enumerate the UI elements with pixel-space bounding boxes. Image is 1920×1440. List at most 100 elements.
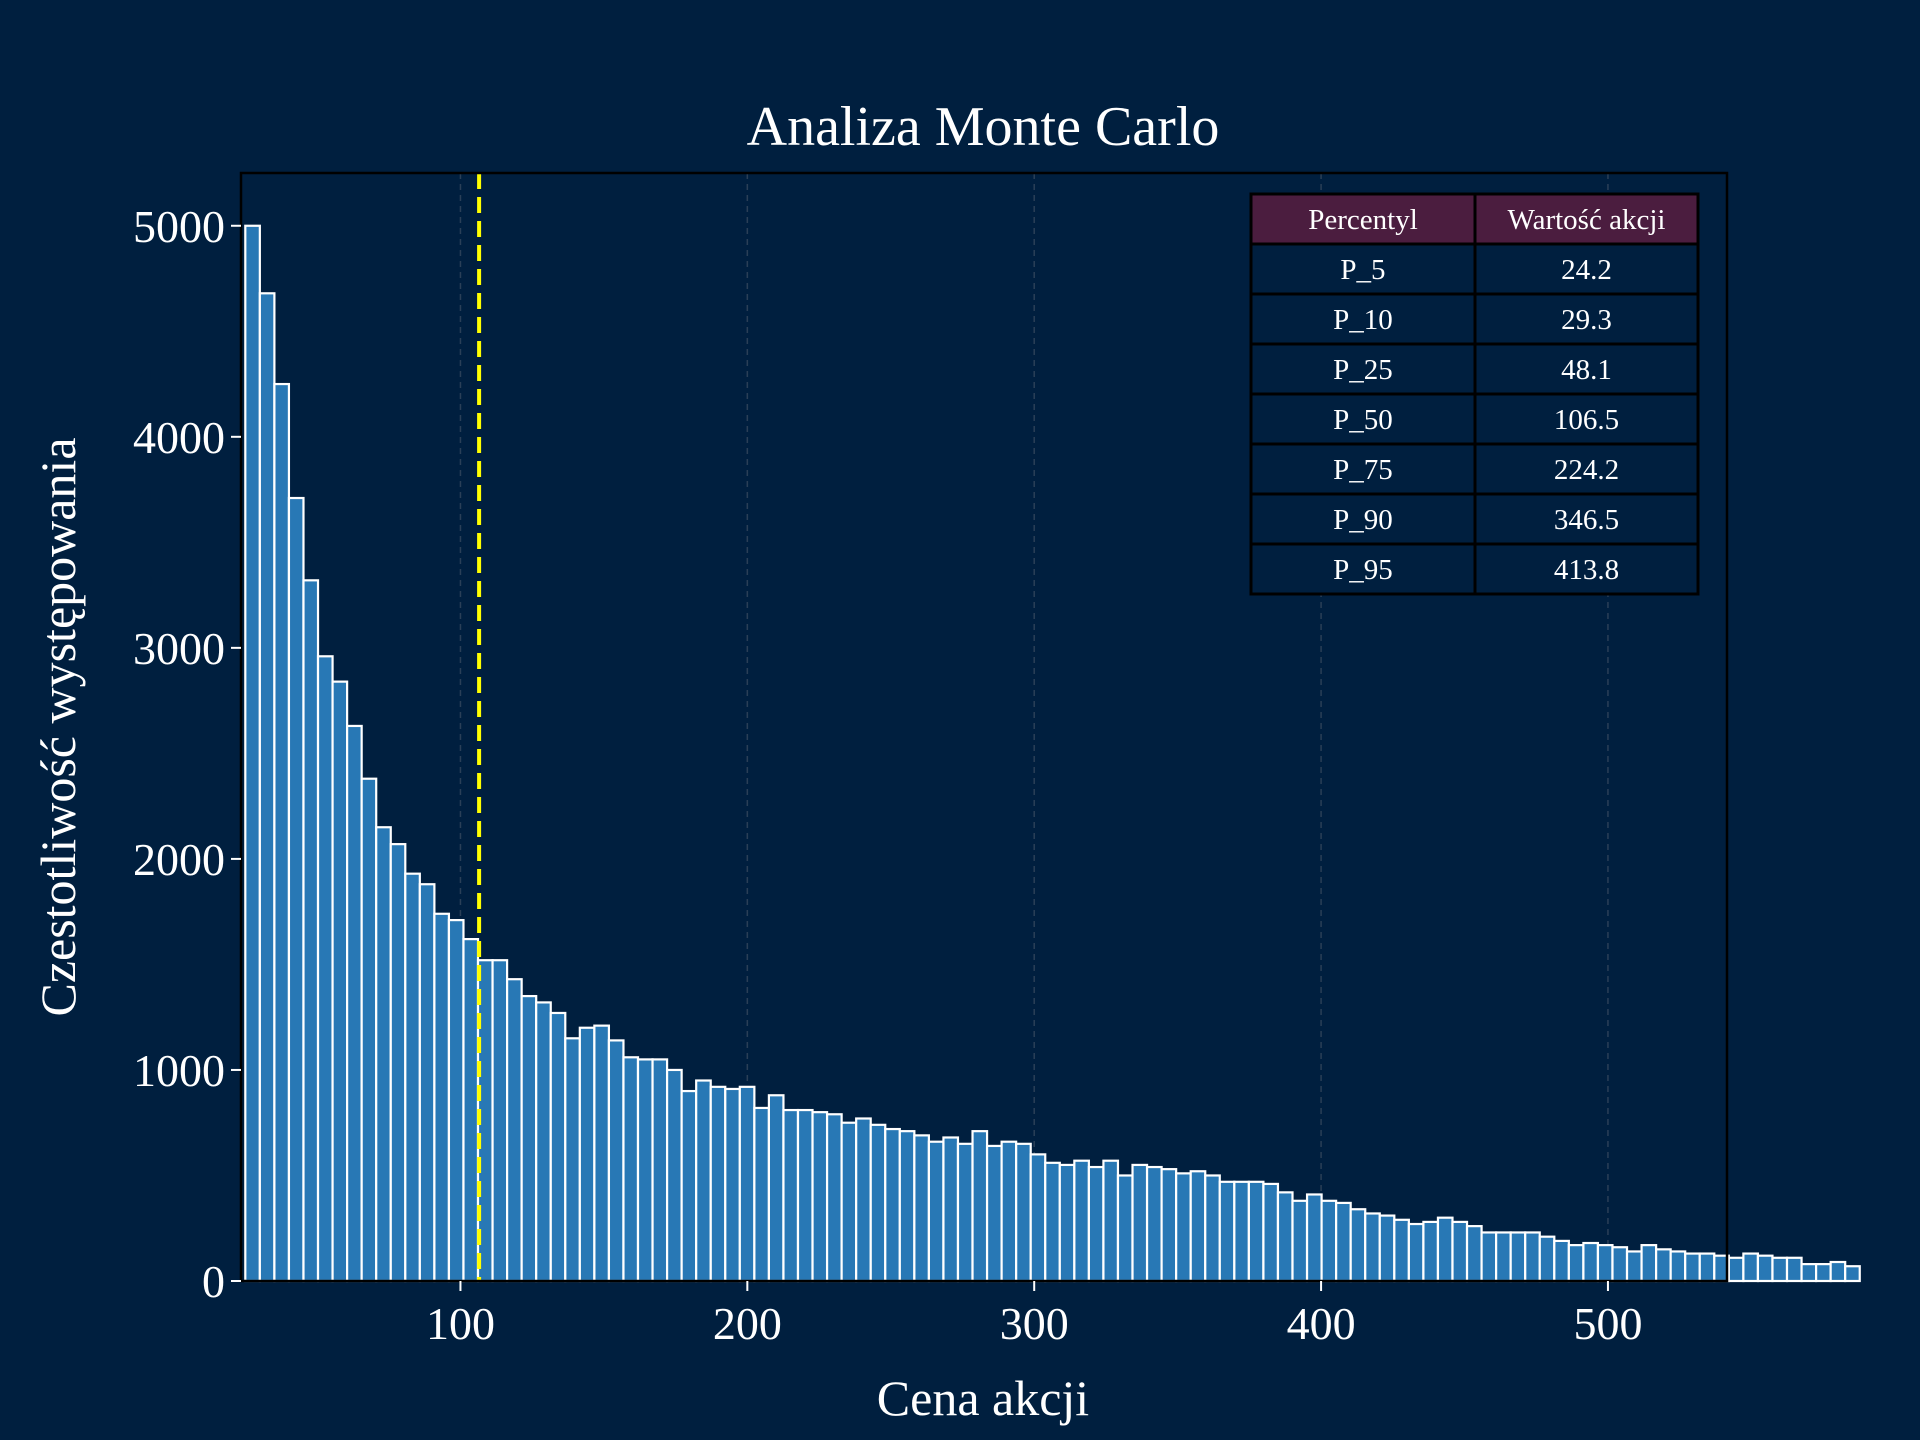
histogram-bar [913,1134,930,1283]
histogram-bar [1407,1222,1425,1283]
histogram-bar [1393,1218,1410,1283]
histogram-bar [636,1058,654,1283]
table-cell: 346.5 [1554,504,1619,536]
histogram-bar [1189,1170,1207,1283]
histogram-bar [796,1108,814,1283]
histogram-bar [375,826,392,1283]
histogram-bar [1596,1244,1614,1283]
histogram-bar [1218,1180,1236,1283]
histogram-bar [825,1113,843,1283]
histogram-bar [506,978,523,1283]
histogram-bar [1378,1214,1396,1283]
histogram-bar [287,496,305,1283]
histogram-bar [1451,1220,1469,1283]
histogram-bar [593,1024,611,1283]
table-cell-bg [1249,392,1477,446]
histogram-bar [1233,1180,1250,1283]
histogram-bar [1611,1246,1629,1283]
histogram-bar [738,1085,756,1283]
histogram-bar [680,1089,698,1283]
percentile-table: Percentyl Wartość akcji P_5 24.2 P_10 29.3 P_2… [1249,192,1700,596]
histogram-bar [1262,1182,1280,1283]
histogram-bar [884,1127,901,1283]
histogram-bar [767,1094,785,1283]
histogram-bar [927,1140,945,1283]
histogram-bar [1116,1174,1134,1283]
histogram-bar [389,843,407,1283]
histogram-bar [942,1136,960,1283]
plot-frame [239,171,1729,1283]
histogram-bar [1335,1201,1352,1283]
histogram-bar [1000,1140,1018,1283]
x-axis: 100 200 300 400 500 [426,1281,1642,1349]
histogram-bar [404,872,421,1283]
histogram-bar [651,1058,669,1283]
histogram-bar [1698,1252,1716,1283]
x-tick-label: 500 [1573,1298,1642,1349]
histogram-bar [1785,1256,1803,1283]
histogram-bar [1567,1244,1585,1283]
table-cell: 413.8 [1554,554,1619,586]
histogram-bar [1276,1191,1294,1283]
table-header-cell: Percentyl [1308,204,1418,236]
x-tick-label: 300 [1000,1298,1069,1349]
table-cell-bg [1473,292,1700,346]
x-tick-label: 400 [1287,1298,1356,1349]
histogram-bar [1145,1165,1163,1283]
histogram-bar [520,994,538,1283]
table-cell-bg [1249,542,1477,596]
histogram-bar [418,883,436,1283]
histogram-bar [855,1117,872,1283]
table-cell: 224.2 [1554,454,1619,486]
y-tick-label: 0 [202,1256,225,1307]
y-tick-label: 4000 [133,412,225,463]
histogram-bar [1480,1231,1498,1283]
histogram-bar [898,1130,916,1283]
histogram-bar [1204,1174,1221,1283]
histogram-bar [1640,1244,1658,1283]
y-tick-label: 5000 [133,201,225,252]
histogram-bar [258,292,276,1283]
table-cell: 24.2 [1561,254,1612,286]
histogram-bar [1436,1216,1454,1283]
histogram-bar [1364,1212,1381,1283]
histogram-bar [1349,1208,1367,1283]
table-cell: 48.1 [1561,354,1612,386]
histogram-bar [549,1011,567,1283]
table-cell-bg [1473,392,1700,446]
table-cell-bg [1473,542,1700,596]
histogram-bar [273,382,291,1283]
table-cell: P_50 [1333,404,1393,436]
histogram-bar [956,1142,974,1283]
histogram-bar [1669,1250,1687,1283]
histogram-bar [607,1039,625,1283]
table-cell-bg [1249,342,1477,396]
histogram-bar [869,1123,887,1283]
table-cell: P_25 [1333,354,1393,386]
histogram-bar [1247,1180,1265,1283]
table-cell-bg [1473,242,1700,296]
histogram-bar [971,1130,989,1283]
histogram-bar [782,1108,800,1283]
chart-title: Analiza Monte Carlo [747,96,1220,158]
histogram-bar [1800,1263,1818,1283]
histogram-bar [331,680,349,1283]
table-cell: P_90 [1333,504,1393,536]
histogram-bar [346,724,363,1283]
table-header-cell: Wartość akcji [1508,204,1666,236]
table-cell: P_95 [1333,554,1393,586]
histogram-bar [316,655,334,1283]
histogram-bar [1655,1248,1672,1283]
table-cell-bg [1473,442,1700,496]
histogram-bar [1756,1254,1774,1283]
histogram-bar [724,1087,741,1283]
histogram-bar [1058,1163,1076,1283]
histogram-bar [564,1037,581,1283]
histogram-bar [491,959,509,1283]
histogram-bar [578,1026,596,1283]
y-tick-label: 3000 [133,623,225,674]
histogram-bar [1625,1250,1643,1283]
histogram-bar [1044,1161,1061,1283]
histogram-bar [1553,1239,1570,1283]
